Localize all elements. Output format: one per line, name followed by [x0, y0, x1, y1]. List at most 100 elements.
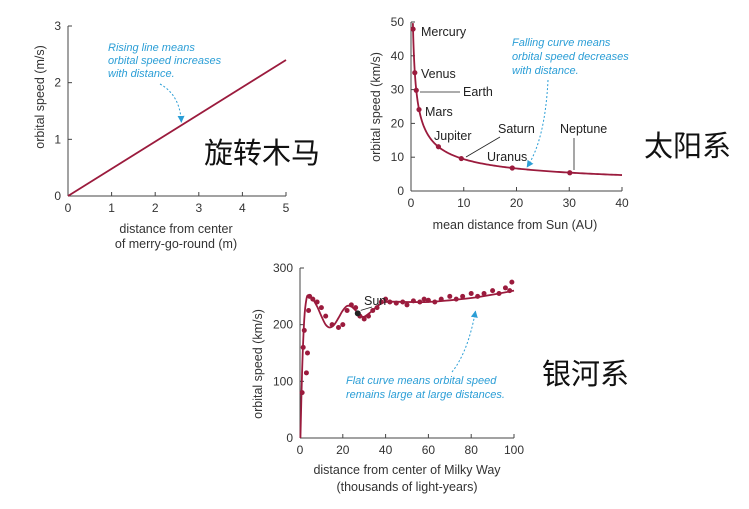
planet-point-earth: [413, 87, 419, 93]
star-data-point: [304, 350, 310, 356]
chart2-x-tick-label: 40: [615, 196, 629, 210]
chart1-y-tick-label: 3: [54, 19, 61, 33]
chart3-x-tick-label: 40: [379, 443, 393, 457]
planet-point-uranus: [509, 165, 515, 171]
star-data-point: [475, 293, 481, 299]
chart2-y-tick-label: 50: [391, 15, 405, 29]
chart1-x-axis-label-line1: distance from center: [119, 222, 232, 236]
planet-point-venus: [412, 70, 418, 76]
star-data-point: [507, 288, 513, 294]
star-data-point: [303, 370, 309, 376]
star-data-point: [300, 344, 306, 350]
chart3-x-tick-label: 0: [297, 443, 304, 457]
star-data-point: [438, 296, 444, 302]
chart1-y-axis-label: orbital speed (m/s): [33, 45, 47, 149]
star-data-point: [481, 291, 487, 296]
chart2-annotation-line1: Falling curve means: [512, 37, 611, 49]
star-data-point: [314, 299, 320, 305]
chart2-x-tick-label: 0: [408, 196, 415, 210]
chart2-x-tick-label: 20: [510, 196, 524, 210]
merry-go-round-chart: orbital speed (m/s) distance from center…: [33, 19, 320, 251]
chart1-annotation-line3: with distance.: [108, 68, 175, 80]
planet-label-earth: Earth: [463, 85, 493, 99]
rotation-curve: [299, 289, 515, 439]
planet-label-jupiter: Jupiter: [434, 129, 472, 143]
planet-point-neptune: [567, 170, 573, 176]
star-data-point: [468, 291, 474, 296]
planet-label-mercury: Mercury: [421, 25, 467, 39]
star-data-point: [299, 390, 305, 396]
chart1-title: 旋转木马: [204, 137, 320, 170]
star-data-point: [404, 302, 410, 308]
chart1-annotation-arrow: [159, 83, 185, 123]
star-data-point: [502, 285, 508, 291]
chart3-y-tick-label: 0: [286, 431, 293, 445]
star-data-point: [340, 322, 346, 328]
chart1-y-tick-label: 0: [54, 189, 61, 203]
solar-system-chart: orbital speed (km/s) mean distance from …: [369, 15, 731, 232]
chart3-x-tick-label: 80: [465, 443, 479, 457]
star-data-point: [365, 313, 371, 319]
chart2-annotation-line3: with distance.: [512, 65, 579, 77]
star-data-point: [509, 279, 515, 285]
star-data-point: [361, 316, 367, 322]
chart3-x-axis-label-line1: distance from center of Milky Way: [313, 463, 501, 477]
chart1-y-tick-label: 2: [54, 76, 61, 90]
star-data-point: [490, 288, 496, 294]
star-data-point: [453, 296, 459, 302]
chart3-x-tick-label: 20: [336, 443, 350, 457]
chart3-x-tick-label: 100: [504, 443, 524, 457]
planet-leader-saturn: [465, 136, 501, 158]
star-data-point: [344, 308, 350, 313]
star-data-point: [432, 299, 438, 305]
milky-way-chart: orbital speed (km/s) distance from cente…: [251, 261, 629, 494]
chart1-x-axis-label-line2: of merry-go-round (m): [115, 237, 237, 251]
chart2-annotation-arrow: [526, 79, 549, 168]
chart2-x-tick-label: 30: [563, 196, 577, 210]
planet-label-uranus: Uranus: [487, 150, 527, 164]
star-data-point: [307, 293, 313, 299]
planet-point-jupiter: [435, 144, 442, 150]
star-data-point: [336, 325, 342, 330]
chart3-title: 银河系: [542, 358, 629, 391]
chart1-x-tick-label: 5: [283, 201, 290, 215]
chart3-annotation-line2: remains large at large distances.: [346, 389, 505, 401]
planet-point-mars: [416, 106, 422, 113]
star-data-point: [301, 327, 307, 333]
star-data-point: [370, 308, 376, 313]
chart2-annotation-line2: orbital speed decreases: [512, 51, 629, 63]
chart2-y-tick-label: 10: [391, 150, 405, 164]
star-data-point: [410, 298, 416, 304]
star-data-point: [425, 297, 431, 303]
star-data-point: [329, 322, 335, 328]
star-data-point: [353, 305, 359, 311]
rising-line: [67, 59, 287, 197]
planet-label-mars: Mars: [425, 105, 453, 119]
star-data-point: [387, 299, 393, 305]
star-data-point: [393, 300, 399, 306]
star-data-point: [400, 299, 406, 305]
chart3-y-tick-label: 200: [273, 318, 293, 332]
chart2-y-tick-label: 20: [391, 116, 405, 130]
chart2-x-axis-label: mean distance from Sun (AU): [433, 218, 598, 232]
chart2-y-tick-label: 0: [397, 184, 404, 198]
chart2-y-tick-label: 40: [391, 49, 405, 63]
star-data-point: [310, 296, 316, 302]
chart1-x-tick-label: 0: [65, 201, 72, 215]
sun-label: Sun: [364, 294, 386, 308]
chart3-y-axis-label: orbital speed (km/s): [251, 309, 265, 419]
sun-leader-line: [360, 306, 373, 311]
star-data-point: [318, 305, 324, 311]
chart1-x-tick-label: 4: [239, 201, 246, 215]
star-data-point: [496, 291, 502, 296]
star-data-point: [417, 299, 423, 305]
chart1-x-tick-label: 2: [152, 201, 159, 215]
chart2-y-axis-label: orbital speed (km/s): [369, 52, 383, 162]
chart3-x-axis-label-line2: (thousands of light-years): [336, 480, 477, 494]
star-data-point: [378, 299, 384, 305]
star-data-point: [348, 302, 354, 308]
chart2-title: 太阳系: [644, 130, 731, 163]
star-data-point: [460, 293, 466, 299]
chart2-y-tick-label: 30: [391, 83, 405, 97]
star-data-point: [447, 293, 453, 299]
